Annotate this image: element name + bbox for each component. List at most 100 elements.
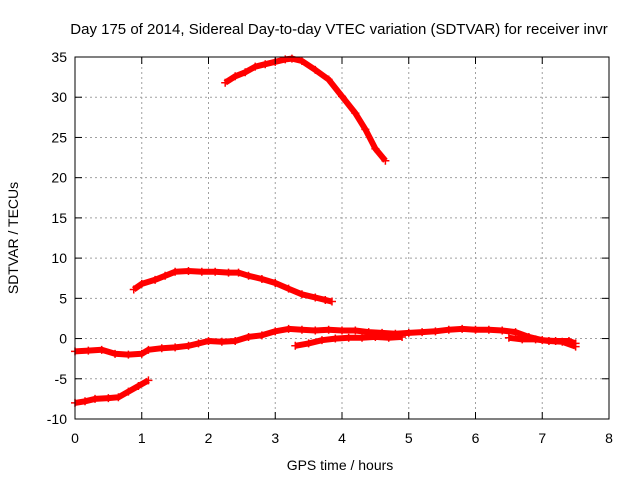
data-point: [91, 394, 100, 403]
series-line: [223, 55, 388, 163]
data-point: [297, 57, 306, 66]
data-point: [129, 285, 138, 294]
data-point: [111, 349, 120, 358]
data-point: [271, 279, 280, 288]
data-point: [114, 393, 123, 402]
data-point: [134, 382, 143, 391]
data-point: [184, 341, 193, 350]
data-point: [97, 345, 106, 354]
x-tick-label: 3: [271, 430, 279, 446]
data-point: [261, 60, 270, 69]
data-point: [311, 65, 320, 74]
y-tick-label: 30: [51, 89, 67, 105]
grid-layer: [75, 57, 609, 419]
data-point: [284, 324, 293, 333]
y-axis-label: SDTVAR / TECUs: [5, 182, 21, 294]
data-point: [221, 78, 230, 87]
y-tick-label: -10: [47, 411, 67, 427]
data-point: [257, 331, 266, 340]
data-point: [124, 350, 133, 359]
y-tick-label: 20: [51, 170, 67, 186]
data-point: [317, 336, 326, 345]
series-line: [74, 377, 150, 406]
data-point: [331, 334, 340, 343]
data-point: [304, 339, 313, 348]
data-point: [211, 267, 220, 276]
data-point: [418, 328, 427, 337]
series-arc-2: [71, 376, 153, 407]
data-point: [338, 92, 346, 101]
y-tick-label: 15: [51, 210, 67, 226]
x-tick-label: 7: [538, 430, 546, 446]
data-point: [144, 376, 153, 385]
data-point: [244, 271, 253, 280]
tick-layer: 0 1 2 3 4 5 6 7 8 -10 -5 0 5 10 15 20 25 30 35: [47, 49, 613, 446]
series-arc-5: [291, 332, 407, 350]
data-point: [498, 326, 507, 335]
data-point: [371, 144, 380, 153]
x-tick-label: 2: [205, 430, 213, 446]
data-point: [518, 335, 527, 344]
data-point: [234, 268, 243, 277]
data-point: [444, 325, 453, 334]
y-tick-label: 0: [59, 331, 67, 347]
data-point: [324, 325, 333, 334]
data-point: [161, 271, 170, 280]
data-point: [224, 268, 233, 277]
y-tick-label: 5: [59, 290, 67, 306]
data-point: [287, 54, 296, 63]
data-point: [511, 328, 520, 337]
series-line: [74, 325, 577, 358]
data-point: [151, 275, 160, 284]
y-tick-label: 10: [51, 250, 67, 266]
data-point: [484, 325, 493, 334]
data-point: [544, 336, 553, 345]
data-point: [84, 346, 93, 355]
data-point: [297, 290, 306, 299]
x-tick-label: 5: [405, 430, 413, 446]
data-point: [284, 284, 293, 293]
y-tick-label: 25: [51, 129, 67, 145]
data-point: [257, 275, 266, 284]
y-tick-label: 35: [51, 49, 67, 65]
data-point: [241, 68, 250, 77]
x-tick-label: 1: [138, 430, 146, 446]
data-point: [251, 62, 260, 71]
data-point: [104, 394, 113, 403]
data-point: [231, 72, 240, 81]
data-point: [217, 337, 226, 346]
data-point: [351, 326, 360, 335]
x-tick-label: 6: [472, 430, 480, 446]
data-point: [194, 339, 203, 348]
data-point: [297, 325, 306, 334]
data-point: [171, 343, 180, 352]
data-point: [157, 344, 166, 353]
data-point: [184, 266, 193, 275]
data-point: [371, 332, 380, 341]
series-layer: [71, 54, 580, 407]
data-point: [311, 293, 320, 302]
data-point: [338, 326, 346, 335]
data-point: [291, 341, 300, 350]
data-point: [311, 326, 320, 335]
x-tick-label: 0: [71, 430, 79, 446]
series-arc-4: [221, 54, 390, 165]
data-point: [531, 335, 540, 344]
data-point: [351, 109, 360, 118]
data-point: [381, 156, 390, 165]
data-point: [171, 267, 180, 276]
data-point: [504, 333, 513, 342]
data-point: [324, 75, 333, 84]
x-axis-label: GPS time / hours: [287, 457, 394, 473]
data-point: [321, 295, 330, 304]
data-point: [361, 125, 370, 134]
data-point: [204, 336, 213, 345]
data-point: [471, 325, 480, 334]
data-point: [384, 333, 393, 342]
data-point: [458, 324, 467, 333]
data-point: [231, 336, 240, 345]
data-point: [244, 332, 253, 341]
data-point: [398, 332, 407, 341]
